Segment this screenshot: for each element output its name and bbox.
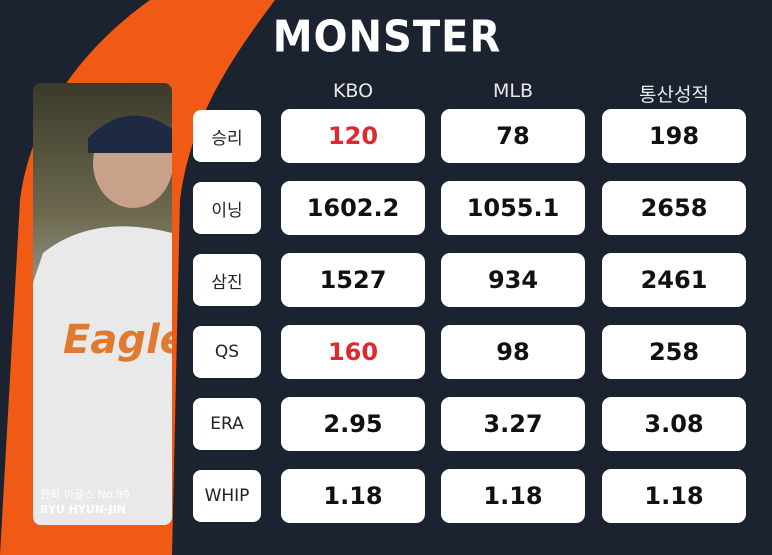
row-label: QS	[193, 326, 261, 378]
stat-value: 1602.2	[281, 181, 425, 235]
stat-value: 3.08	[602, 397, 746, 451]
stat-value: 1.18	[602, 469, 746, 523]
column-header: 통산성적	[639, 84, 709, 106]
cap	[88, 115, 172, 153]
player-team: 한화 이글스 No.99	[40, 488, 130, 501]
stat-value: 2.95	[281, 397, 425, 451]
stat-value: 2658	[602, 181, 746, 235]
dark-cutout	[0, 0, 150, 555]
stat-value: 934	[441, 253, 585, 307]
player-figure: Eagle	[33, 115, 172, 525]
column-header: MLB	[492, 80, 533, 102]
stat-value: 2461	[602, 253, 746, 307]
row-label: 승리	[193, 110, 261, 162]
stat-value: 258	[602, 325, 746, 379]
player-photo: Eagle	[33, 83, 172, 525]
jersey-logo: Eagle	[63, 317, 172, 363]
row-label: ERA	[193, 398, 261, 450]
stat-value: 160	[281, 325, 425, 379]
stat-value: 1.18	[281, 469, 425, 523]
row-label: 삼진	[193, 254, 261, 306]
title: MONSTER	[272, 11, 502, 63]
stat-value: 198	[602, 109, 746, 163]
column-header: KBO	[332, 80, 374, 102]
player-name: RYU HYUN-JIN	[40, 503, 126, 516]
stat-value: 1055.1	[441, 181, 585, 235]
stat-value: 1.18	[441, 469, 585, 523]
jersey	[33, 226, 172, 525]
row-label: 이닝	[193, 182, 261, 234]
stat-value: 120	[281, 109, 425, 163]
stat-value: 3.27	[441, 397, 585, 451]
stat-value: 1527	[281, 253, 425, 307]
stat-value: 98	[441, 325, 585, 379]
stat-value: 78	[441, 109, 585, 163]
row-label: WHIP	[193, 470, 261, 522]
